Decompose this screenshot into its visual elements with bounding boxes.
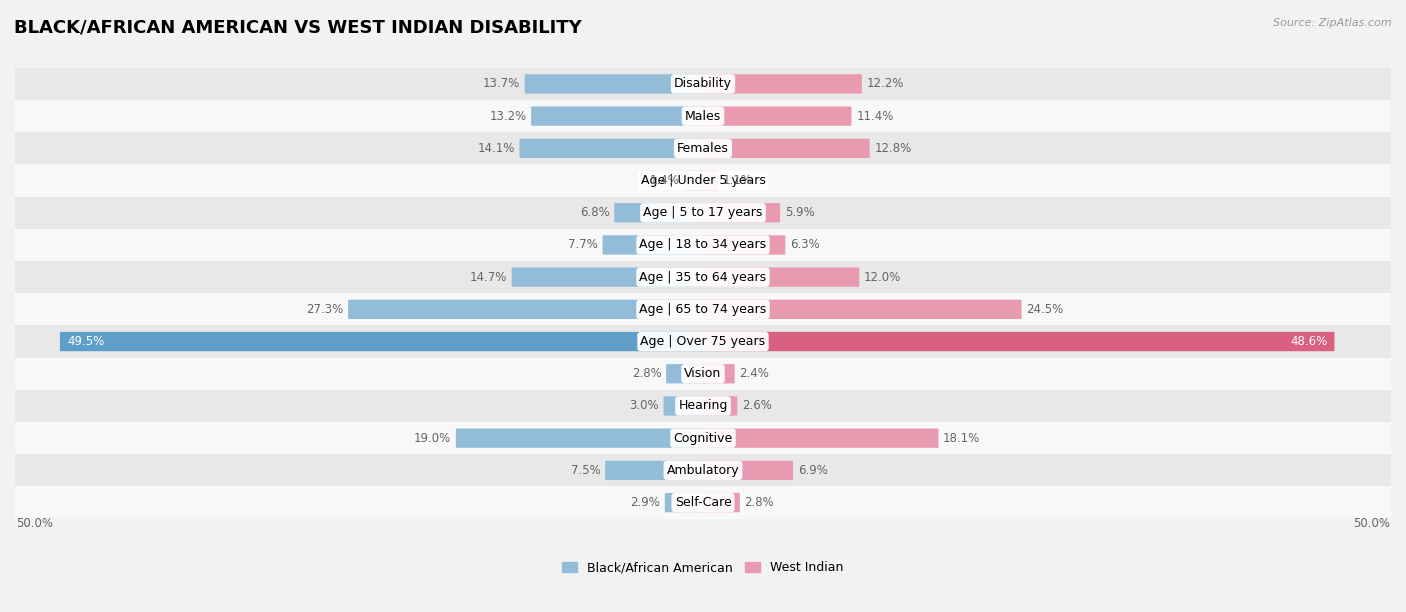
Text: 6.3%: 6.3% (790, 239, 820, 252)
FancyBboxPatch shape (703, 267, 859, 287)
Text: Age | 35 to 64 years: Age | 35 to 64 years (640, 271, 766, 283)
FancyBboxPatch shape (603, 235, 703, 255)
FancyBboxPatch shape (703, 235, 786, 255)
Text: 24.5%: 24.5% (1026, 303, 1063, 316)
Text: 12.0%: 12.0% (863, 271, 901, 283)
Text: 13.2%: 13.2% (489, 110, 526, 122)
Text: 5.9%: 5.9% (785, 206, 814, 219)
FancyBboxPatch shape (703, 106, 852, 126)
Text: 2.8%: 2.8% (745, 496, 775, 509)
Text: 6.9%: 6.9% (797, 464, 828, 477)
FancyBboxPatch shape (703, 332, 1334, 351)
Text: 12.2%: 12.2% (866, 78, 904, 91)
Text: Males: Males (685, 110, 721, 122)
Bar (15, 196, 1391, 229)
Text: Age | 18 to 34 years: Age | 18 to 34 years (640, 239, 766, 252)
FancyBboxPatch shape (519, 139, 703, 158)
Text: 50.0%: 50.0% (1353, 517, 1389, 530)
Text: BLACK/AFRICAN AMERICAN VS WEST INDIAN DISABILITY: BLACK/AFRICAN AMERICAN VS WEST INDIAN DI… (14, 18, 582, 36)
Text: 2.4%: 2.4% (740, 367, 769, 380)
FancyBboxPatch shape (703, 364, 735, 384)
FancyBboxPatch shape (703, 300, 1022, 319)
Text: Age | 5 to 17 years: Age | 5 to 17 years (644, 206, 762, 219)
Text: Source: ZipAtlas.com: Source: ZipAtlas.com (1274, 18, 1392, 28)
FancyBboxPatch shape (665, 493, 703, 512)
Text: Vision: Vision (685, 367, 721, 380)
Text: 1.4%: 1.4% (650, 174, 679, 187)
Text: 48.6%: 48.6% (1291, 335, 1327, 348)
Text: 27.3%: 27.3% (307, 303, 343, 316)
Bar (15, 422, 1391, 454)
Text: 14.7%: 14.7% (470, 271, 508, 283)
Text: 6.8%: 6.8% (579, 206, 610, 219)
Text: 12.8%: 12.8% (875, 142, 911, 155)
FancyBboxPatch shape (666, 364, 703, 384)
Text: 49.5%: 49.5% (67, 335, 104, 348)
FancyBboxPatch shape (605, 461, 703, 480)
FancyBboxPatch shape (703, 428, 938, 448)
Text: Disability: Disability (673, 78, 733, 91)
FancyBboxPatch shape (703, 139, 870, 158)
Bar (15, 165, 1391, 196)
Text: 2.9%: 2.9% (630, 496, 661, 509)
Bar (15, 100, 1391, 132)
Bar (15, 326, 1391, 357)
Text: 7.7%: 7.7% (568, 239, 598, 252)
FancyBboxPatch shape (512, 267, 703, 287)
Text: Age | Under 5 years: Age | Under 5 years (641, 174, 765, 187)
FancyBboxPatch shape (664, 397, 703, 416)
Bar (15, 261, 1391, 293)
FancyBboxPatch shape (703, 203, 780, 222)
Text: Age | 65 to 74 years: Age | 65 to 74 years (640, 303, 766, 316)
Bar (15, 68, 1391, 100)
Bar (15, 390, 1391, 422)
FancyBboxPatch shape (703, 397, 737, 416)
FancyBboxPatch shape (349, 300, 703, 319)
Bar (15, 357, 1391, 390)
Text: 13.7%: 13.7% (482, 78, 520, 91)
FancyBboxPatch shape (703, 74, 862, 94)
FancyBboxPatch shape (531, 106, 703, 126)
Bar (15, 487, 1391, 519)
FancyBboxPatch shape (703, 171, 718, 190)
FancyBboxPatch shape (524, 74, 703, 94)
Text: Age | Over 75 years: Age | Over 75 years (641, 335, 765, 348)
FancyBboxPatch shape (60, 332, 703, 351)
Text: 50.0%: 50.0% (17, 517, 53, 530)
Legend: Black/African American, West Indian: Black/African American, West Indian (557, 556, 849, 580)
Text: 19.0%: 19.0% (413, 431, 451, 445)
Text: 2.8%: 2.8% (631, 367, 661, 380)
FancyBboxPatch shape (614, 203, 703, 222)
Text: 7.5%: 7.5% (571, 464, 600, 477)
Text: 14.1%: 14.1% (478, 142, 515, 155)
Bar (15, 454, 1391, 487)
FancyBboxPatch shape (703, 461, 793, 480)
Text: 3.0%: 3.0% (630, 400, 659, 412)
Text: 11.4%: 11.4% (856, 110, 894, 122)
Bar (15, 132, 1391, 165)
Text: 2.6%: 2.6% (742, 400, 772, 412)
FancyBboxPatch shape (456, 428, 703, 448)
Bar (15, 229, 1391, 261)
Text: Cognitive: Cognitive (673, 431, 733, 445)
Bar (15, 293, 1391, 326)
Text: Females: Females (678, 142, 728, 155)
FancyBboxPatch shape (703, 493, 740, 512)
Text: Hearing: Hearing (678, 400, 728, 412)
Text: 1.1%: 1.1% (723, 174, 752, 187)
FancyBboxPatch shape (685, 171, 703, 190)
Text: Self-Care: Self-Care (675, 496, 731, 509)
Text: Ambulatory: Ambulatory (666, 464, 740, 477)
Text: 18.1%: 18.1% (943, 431, 980, 445)
